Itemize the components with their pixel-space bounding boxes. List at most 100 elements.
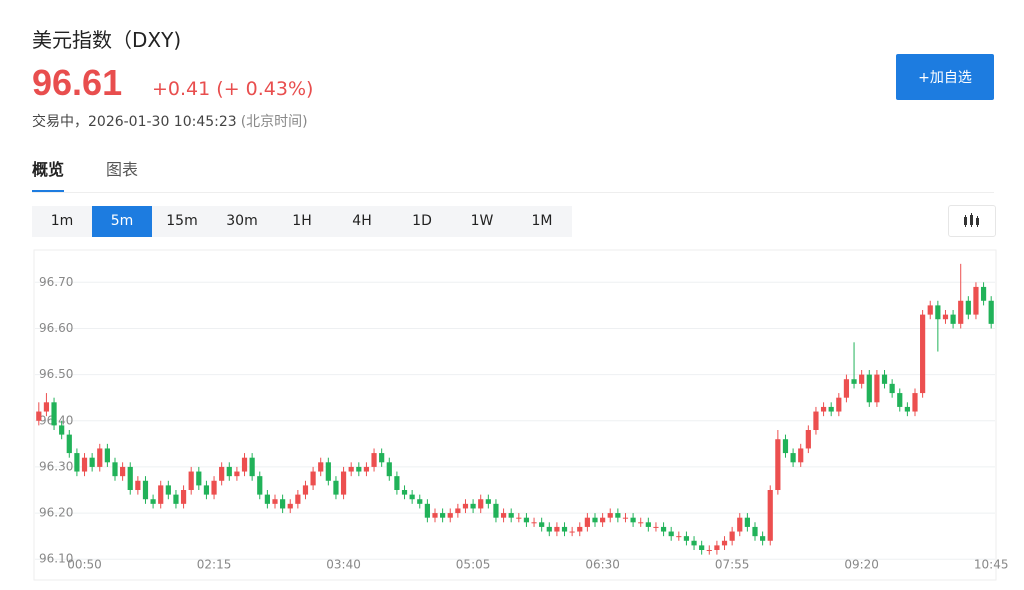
- candle-body: [828, 406, 834, 412]
- interval-button[interactable]: 4H: [352, 213, 372, 229]
- y-tick-label: 96.20: [39, 506, 73, 520]
- candle-body: [348, 466, 354, 472]
- candle-body: [325, 462, 331, 481]
- candle-body: [59, 425, 65, 435]
- candle-body: [683, 536, 690, 541]
- change-value: +0.41: [152, 78, 211, 100]
- candle-body: [927, 305, 933, 315]
- candle-body: [310, 471, 316, 486]
- candle-body: [660, 526, 667, 532]
- candle-body: [752, 526, 758, 537]
- candle-body: [485, 499, 491, 504]
- candle-body: [775, 439, 781, 490]
- candle-body: [958, 300, 964, 324]
- x-tick-label: 09:20: [844, 558, 879, 572]
- price: 96.61: [32, 62, 123, 103]
- watch-button[interactable]: +加自选: [896, 54, 994, 100]
- candle-body: [379, 453, 385, 463]
- x-tick-label: 10:45: [974, 558, 1009, 572]
- candle-body: [889, 383, 895, 394]
- interval-button[interactable]: 1W: [470, 213, 494, 229]
- candle-body: [988, 300, 994, 324]
- candle-body: [287, 503, 293, 509]
- candle-body: [699, 545, 705, 550]
- candle-body: [744, 517, 750, 527]
- candle-body: [973, 286, 979, 315]
- candle-body: [653, 526, 659, 528]
- candle-body: [691, 540, 697, 546]
- interval-button[interactable]: 1H: [292, 213, 312, 229]
- candle-body: [714, 545, 720, 550]
- interval-button[interactable]: 1D: [412, 213, 432, 229]
- candle-body: [600, 517, 606, 523]
- candle-body: [455, 508, 461, 514]
- candle-body: [546, 526, 552, 532]
- candle-body: [645, 522, 651, 527]
- status-text: 交易中，2026-01-30 10:45:23: [32, 114, 237, 130]
- candle-body: [676, 536, 682, 538]
- candle-body: [516, 517, 522, 519]
- x-tick-label: 03:40: [326, 558, 361, 572]
- chart-style-button[interactable]: [948, 205, 996, 237]
- divider: [32, 192, 994, 193]
- candle-body: [965, 300, 971, 315]
- candle-body: [561, 526, 568, 532]
- tab[interactable]: 概览: [32, 156, 65, 193]
- candle-body: [508, 513, 514, 518]
- candle-body: [493, 503, 499, 518]
- candle-body: [630, 517, 636, 523]
- candle-body: [638, 522, 644, 524]
- interval-button[interactable]: 1m: [50, 213, 74, 229]
- candle-body: [592, 517, 598, 523]
- candle-body: [760, 536, 766, 541]
- tab[interactable]: 图表: [106, 160, 139, 179]
- candle-body: [607, 513, 613, 518]
- candle-body: [721, 540, 728, 546]
- change-percent: (+ 0.43%): [216, 78, 314, 100]
- candle-body: [356, 466, 362, 472]
- candle-body: [150, 499, 156, 504]
- candle-body: [203, 485, 210, 495]
- candle-body: [737, 517, 743, 532]
- candle-body: [935, 305, 941, 320]
- candle-body: [424, 503, 430, 518]
- candle-body: [241, 457, 248, 472]
- interval-button[interactable]: 15m: [166, 213, 198, 229]
- candle-body: [554, 526, 560, 532]
- candle-body: [257, 476, 263, 495]
- candle-body: [440, 513, 446, 518]
- timezone: (北京时间): [240, 114, 308, 130]
- candle-body: [478, 499, 484, 509]
- interval-button[interactable]: 5m: [92, 206, 152, 237]
- candle-body: [302, 485, 309, 495]
- candle-body: [158, 485, 164, 504]
- candle-body: [523, 517, 530, 523]
- candle-body: [470, 503, 476, 509]
- candle-body: [196, 471, 202, 486]
- candle-body: [447, 513, 453, 518]
- x-tick-label: 02:15: [197, 558, 232, 572]
- candle-body: [226, 466, 232, 477]
- candle-body: [74, 453, 80, 472]
- candle-body: [394, 476, 400, 490]
- candle-body: [836, 397, 842, 412]
- candle-body: [173, 494, 179, 504]
- plot-frame: [33, 249, 997, 581]
- candle-body: [874, 374, 880, 403]
- candle-body: [920, 314, 926, 394]
- candle-body: [897, 393, 903, 407]
- candle-body: [89, 457, 95, 467]
- candle-body: [805, 430, 811, 449]
- candle-body: [264, 494, 270, 504]
- candle-body: [866, 374, 872, 403]
- interval-button[interactable]: 1M: [531, 213, 553, 229]
- candle-body: [234, 471, 240, 477]
- candle-body: [500, 513, 507, 518]
- candle-body: [97, 448, 103, 467]
- y-tick-label: 96.10: [39, 552, 73, 566]
- candle-body: [66, 434, 72, 454]
- candle-body: [767, 490, 773, 541]
- interval-button[interactable]: 30m: [226, 213, 258, 229]
